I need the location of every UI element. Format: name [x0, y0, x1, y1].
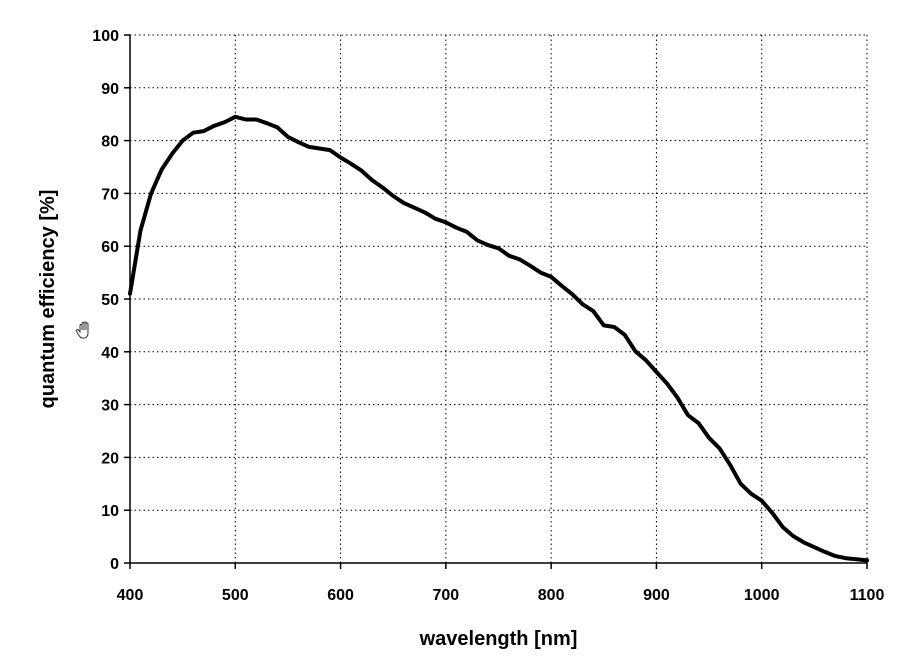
x-tick-label: 800	[538, 587, 565, 604]
y-tick-label: 10	[101, 503, 119, 520]
x-tick-label: 400	[117, 587, 144, 604]
x-tick-label: 700	[433, 587, 460, 604]
x-tick-label: 600	[327, 587, 354, 604]
y-tick-label: 30	[101, 398, 119, 415]
x-tick-label: 1100	[850, 587, 885, 604]
x-tick-label: 1000	[744, 587, 780, 604]
y-tick-label: 70	[101, 186, 119, 203]
y-tick-label: 20	[101, 450, 119, 467]
y-tick-labels: 0 10 20 30 40 50 60 70 80 90 100	[92, 28, 119, 573]
y-tick-label: 50	[101, 292, 119, 309]
y-tick-label: 80	[101, 134, 119, 151]
grid	[130, 34, 868, 563]
y-tick-label: 100	[92, 28, 119, 45]
x-tick-label: 900	[643, 587, 670, 604]
x-tick-labels: 400 500 600 700 800 900 1000 1100	[117, 587, 885, 604]
x-axis-title: wavelength [nm]	[419, 628, 578, 650]
series-line-0	[128, 114, 869, 563]
y-tick-label: 40	[101, 345, 119, 362]
y-tick-label: 90	[101, 81, 119, 98]
hand-cursor-icon	[75, 321, 89, 339]
y-tick-label: 60	[101, 239, 119, 256]
x-tick-label: 500	[222, 587, 249, 604]
y-axis-title: quantum efficiency [%]	[37, 190, 59, 409]
y-tick-label: 0	[110, 556, 119, 573]
series	[128, 114, 869, 563]
tick-marks	[124, 34, 868, 569]
